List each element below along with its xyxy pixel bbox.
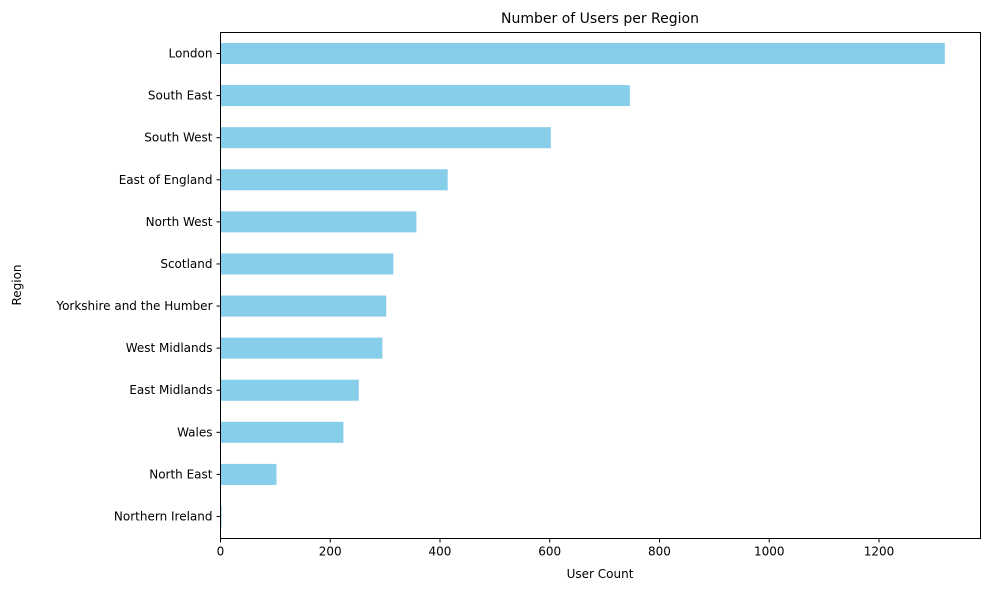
plot-frame — [220, 32, 981, 539]
x-tick-label: 600 — [538, 545, 561, 559]
x-axis-label: User Count — [567, 567, 634, 581]
y-tick-label: South West — [144, 131, 212, 145]
x-tick-label: 200 — [319, 545, 342, 559]
y-axis-label: Region — [10, 264, 24, 305]
bar-scotland — [220, 253, 394, 275]
x-tick-label: 800 — [648, 545, 671, 559]
bar-yorkshire-and-the-humber — [220, 295, 387, 317]
y-tick-label: Yorkshire and the Humber — [55, 299, 212, 313]
y-tick-label: East of England — [119, 173, 213, 187]
bar-north-east — [220, 463, 277, 485]
bar-west-midlands — [220, 337, 383, 359]
y-tick-label: North West — [146, 215, 213, 229]
bar-south-west — [220, 127, 551, 149]
ticks-layer: London South East South West East of Englan… — [55, 47, 894, 559]
y-tick-label: North East — [149, 467, 213, 481]
x-tick-label: 1200 — [864, 545, 895, 559]
y-tick-label: London — [169, 47, 213, 61]
y-tick-label: Scotland — [160, 257, 212, 271]
bar-london — [220, 42, 945, 65]
chart-title: Number of Users per Region — [501, 11, 699, 27]
bar-south-east — [220, 85, 630, 107]
bar-north-west — [220, 211, 417, 233]
y-tick-label: Wales — [177, 425, 212, 439]
x-tick-label: 400 — [429, 545, 452, 559]
bar-east-of-england — [220, 169, 448, 191]
bar-northern-ireland — [220, 505, 222, 528]
x-tick-label: 1000 — [754, 545, 785, 559]
bars-layer — [220, 42, 945, 528]
x-tick-label: 0 — [217, 545, 225, 559]
y-tick-label: East Midlands — [129, 383, 212, 397]
y-tick-label: South East — [148, 89, 213, 103]
bar-east-midlands — [220, 379, 359, 401]
bar-wales — [220, 421, 344, 443]
y-tick-label: West Midlands — [126, 341, 213, 355]
y-tick-label: Northern Ireland — [114, 510, 213, 524]
